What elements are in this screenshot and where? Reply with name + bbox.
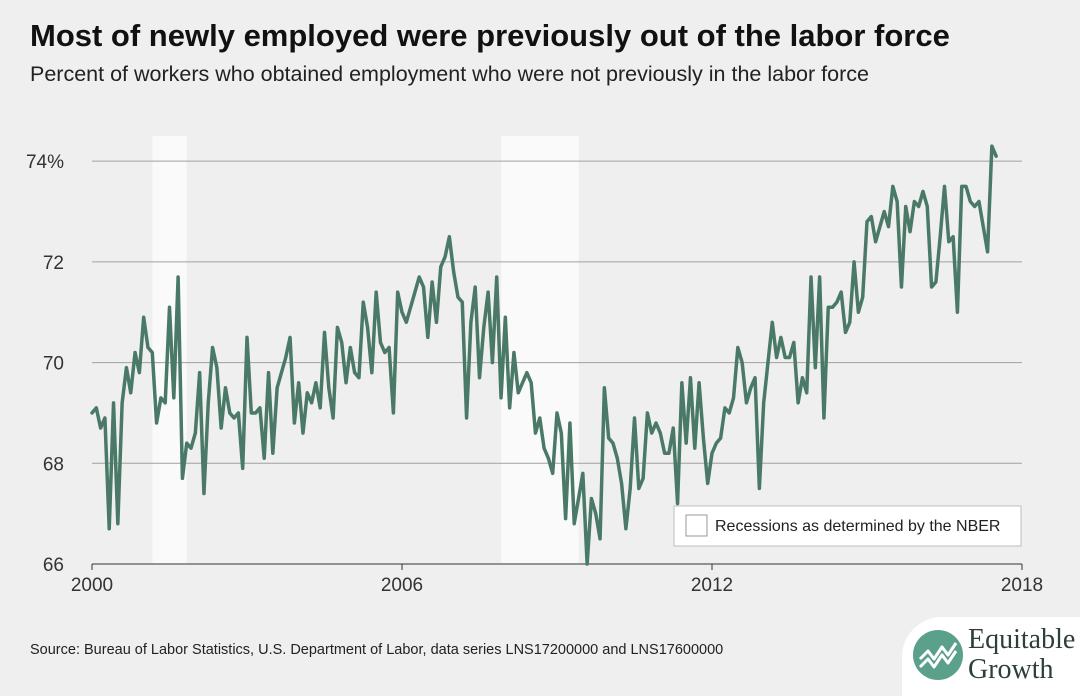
recession-bands <box>152 136 579 564</box>
x-tick-label: 2012 <box>691 575 733 596</box>
recession-band-1 <box>152 136 187 564</box>
axes: 66 68 70 72 74% 2000 2006 2012 2018 <box>26 152 1043 596</box>
equitable-growth-logo: Equitable Growth <box>902 617 1080 696</box>
series-lines <box>90 144 998 566</box>
y-tick-label: 66 <box>43 555 64 576</box>
y-tick-label: 74% <box>26 152 64 173</box>
logo-line-2: Growth <box>968 654 1054 685</box>
legend-label: Recessions as determined by the NBER <box>715 518 1000 535</box>
chart-title: Most of newly employed were previously o… <box>30 18 950 53</box>
y-tick-label: 72 <box>43 253 64 274</box>
x-tick-label: 2018 <box>1001 575 1043 596</box>
legend-swatch <box>685 514 708 537</box>
growth-chart-icon <box>913 630 963 680</box>
y-tick-label: 70 <box>43 354 64 375</box>
series-line-1 <box>90 144 998 566</box>
logo-line-1: Equitable <box>968 624 1076 655</box>
legend-box <box>673 505 1022 547</box>
x-tick-label: 2006 <box>381 575 423 596</box>
source-note: Source: Bureau of Labor Statistics, U.S.… <box>30 642 724 658</box>
y-tick-label: 68 <box>43 454 64 475</box>
legend: Recessions as determined by the NBER <box>673 505 1022 547</box>
x-tick-label: 2000 <box>71 575 113 596</box>
chart-subtitle: Percent of workers who obtained employme… <box>30 62 869 86</box>
